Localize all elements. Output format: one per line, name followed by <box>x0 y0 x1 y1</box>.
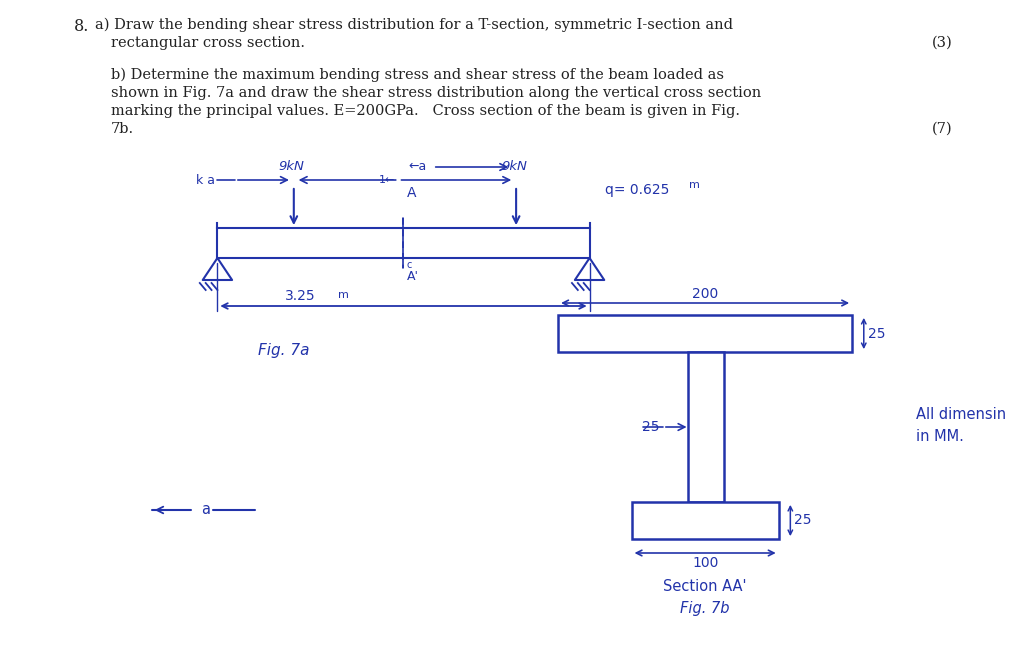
Bar <box>217 228 590 258</box>
Text: Section AA': Section AA' <box>664 579 746 594</box>
Text: 9kN: 9kN <box>501 160 527 173</box>
Text: 25: 25 <box>642 420 659 434</box>
Text: A': A' <box>407 270 419 283</box>
Text: Fig. 7b: Fig. 7b <box>680 601 730 616</box>
Text: 8.: 8. <box>74 18 89 35</box>
Text: 9kN: 9kN <box>279 160 305 173</box>
Text: (7): (7) <box>932 122 953 136</box>
Text: shown in Fig. 7a and draw the shear stress distribution along the vertical cross: shown in Fig. 7a and draw the shear stre… <box>111 86 761 100</box>
Bar <box>687 352 724 502</box>
Text: (3): (3) <box>932 36 953 50</box>
Text: in MM.: in MM. <box>915 429 964 444</box>
Text: c: c <box>407 260 412 270</box>
Text: 3.25: 3.25 <box>286 289 316 303</box>
Bar <box>632 502 778 539</box>
Text: q= 0.625: q= 0.625 <box>605 183 670 197</box>
Text: b) Determine the maximum bending stress and shear stress of the beam loaded as: b) Determine the maximum bending stress … <box>111 68 724 82</box>
Text: m: m <box>689 180 700 190</box>
Text: 25: 25 <box>795 514 812 527</box>
Text: a: a <box>201 503 210 518</box>
Text: marking the principal values. E=200GPa.   Cross section of the beam is given in : marking the principal values. E=200GPa. … <box>111 104 739 118</box>
Text: k a: k a <box>197 173 215 186</box>
Text: 25: 25 <box>867 327 885 340</box>
Text: A: A <box>407 186 416 200</box>
Bar <box>558 315 852 352</box>
Text: All dimensin: All dimensin <box>915 407 1006 422</box>
Text: rectangular cross section.: rectangular cross section. <box>111 36 305 50</box>
Text: 100: 100 <box>692 556 718 570</box>
Text: m: m <box>338 290 349 300</box>
Text: 7b.: 7b. <box>111 122 134 136</box>
Text: Fig. 7a: Fig. 7a <box>258 343 310 358</box>
Text: 200: 200 <box>692 287 718 301</box>
Text: 1←: 1← <box>379 175 395 185</box>
Text: ←a: ←a <box>409 160 427 173</box>
Text: a) Draw the bending shear stress distribution for a T-section, symmetric I-secti: a) Draw the bending shear stress distrib… <box>95 18 733 32</box>
